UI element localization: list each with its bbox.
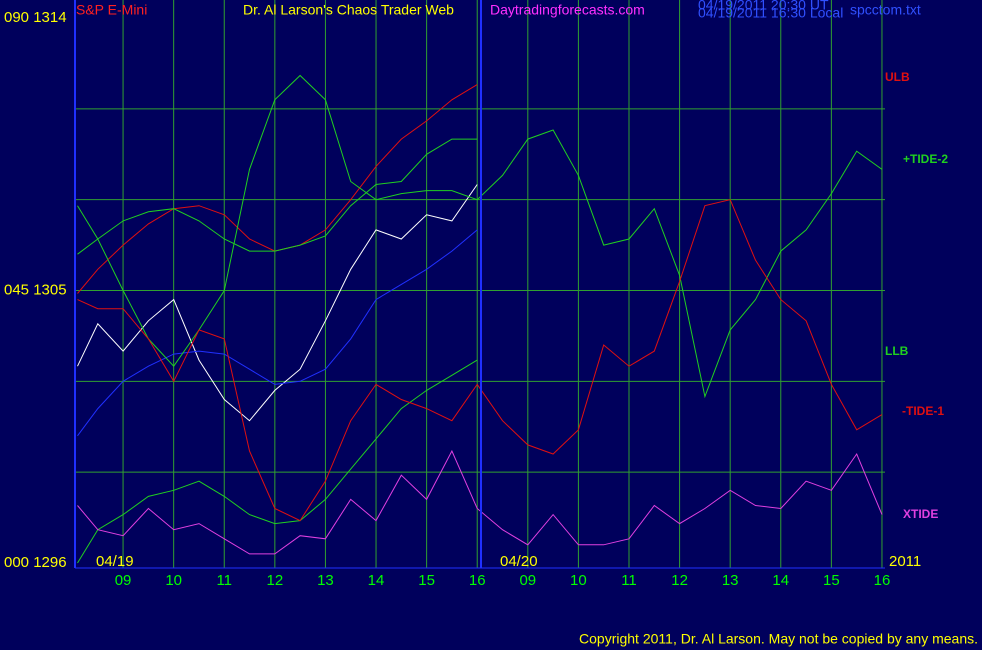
x-tick-label: 09	[115, 572, 132, 589]
series-layer	[77, 74, 883, 564]
x-tick-label: 13	[722, 572, 739, 589]
x-tick-label: 12	[671, 572, 688, 589]
date-label: 04/20	[500, 553, 538, 570]
x-tick-label: 09	[519, 572, 536, 589]
instrument: S&P E-Mini	[76, 2, 147, 18]
series-line	[77, 184, 478, 422]
legend-label: LLB	[885, 344, 909, 358]
x-tick-label: 10	[165, 572, 182, 589]
y-tick-label: 045 1305	[4, 281, 67, 298]
series-line	[77, 229, 478, 437]
legend-label: -TIDE-1	[902, 404, 944, 418]
x-tick-label: 15	[418, 572, 435, 589]
date-label: 2011	[889, 553, 921, 570]
x-tick-label: 13	[317, 572, 334, 589]
x-tick-label: 16	[469, 572, 486, 589]
y-tick-label: 090 1314	[4, 9, 67, 26]
x-tick-label: 10	[570, 572, 587, 589]
file-name: spcctom.txt	[850, 2, 921, 18]
y-tick-label: 000 1296	[4, 554, 67, 571]
x-tick-label: 11	[621, 572, 637, 589]
website: Daytradingforecasts.com	[490, 2, 645, 18]
legend-label: ULB	[885, 70, 910, 84]
x-tick-label: 12	[267, 572, 284, 589]
x-tick-label: 15	[823, 572, 840, 589]
x-tick-label: 14	[368, 572, 385, 589]
timestamp: 04/19/2011 16:30 Local	[698, 5, 843, 21]
legend-label: XTIDE	[903, 507, 938, 521]
timestamp: 04/19/2011 20:30 UT	[698, 0, 829, 13]
series-line	[77, 199, 883, 522]
series-line	[77, 138, 478, 255]
series-line	[77, 449, 883, 555]
legend-label: +TIDE-2	[903, 152, 948, 166]
chart-title: Dr. Al Larson's Chaos Trader Web	[243, 2, 454, 18]
series-line	[77, 74, 883, 399]
date-label: 04/19	[96, 553, 134, 570]
copyright: Copyright 2011, Dr. Al Larson. May not b…	[579, 631, 978, 647]
x-tick-label: 16	[874, 572, 891, 589]
x-tick-label: 11	[216, 572, 232, 589]
x-tick-label: 14	[772, 572, 789, 589]
